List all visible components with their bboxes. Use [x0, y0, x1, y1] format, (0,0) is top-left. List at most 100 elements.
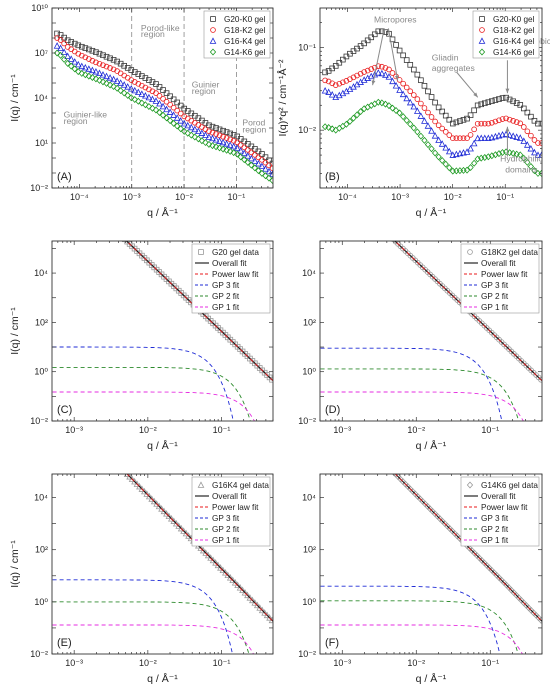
x-tick-label: 10⁻²: [407, 658, 425, 668]
gp1-fit-line: [52, 624, 255, 654]
data-point: [371, 449, 376, 455]
data-point: [269, 165, 273, 171]
data-point: [510, 149, 517, 157]
data-point: [226, 141, 234, 148]
data-point: [227, 147, 234, 155]
data-point: [431, 149, 439, 157]
data-point: [499, 131, 506, 138]
data-point: [131, 477, 138, 485]
data-point: [414, 71, 421, 78]
data-point: [414, 96, 421, 102]
y-tick-label: 10²: [303, 317, 316, 327]
data-point: [241, 156, 248, 164]
data-point: [418, 77, 424, 84]
legend-item: GP 3 fit: [195, 514, 240, 523]
plot-area: [320, 434, 542, 654]
x-tick-label: 10⁻¹: [213, 658, 231, 668]
data-point: [128, 94, 135, 102]
data-point: [424, 122, 432, 129]
data-point: [103, 53, 110, 60]
y-tick-label: 10²: [35, 317, 48, 327]
data-point: [417, 132, 425, 140]
data-point: [73, 419, 78, 424]
data-point: [184, 121, 192, 129]
data-point: [255, 167, 262, 175]
gp1-fit-line: [320, 391, 524, 421]
data-point: [81, 63, 89, 71]
data-point: [103, 79, 110, 87]
data-point: [467, 164, 474, 172]
data-point: [339, 122, 346, 130]
data-point: [510, 118, 516, 124]
data-point: [251, 157, 259, 164]
data-point: [121, 72, 127, 79]
annotation: region: [192, 86, 216, 96]
data-point: [213, 125, 219, 131]
data-point: [373, 220, 378, 225]
data-point: [506, 116, 513, 123]
data-point: [163, 98, 170, 105]
y-tick-label: 10⁴: [302, 268, 316, 278]
data-point: [478, 101, 485, 108]
data-point: [247, 154, 255, 162]
gp3-fit-line: [52, 346, 234, 421]
data-point: [240, 149, 248, 157]
data-point: [53, 42, 61, 49]
data-point: [255, 159, 262, 167]
data-point: [113, 84, 121, 92]
y-tick-label: 10⁻²: [30, 183, 48, 193]
data-point: [136, 482, 143, 490]
annotation: Hydrophilic: [500, 153, 543, 163]
data-point: [98, 213, 103, 218]
annotation: region: [141, 29, 165, 39]
data-point: [195, 135, 202, 143]
legend-label: Power law fit: [212, 270, 259, 279]
data-point: [356, 434, 361, 440]
data-point: [146, 77, 152, 83]
data-point: [531, 137, 538, 143]
data-point: [117, 79, 125, 86]
gp2-fit-line: [52, 366, 251, 421]
legend-label: Overall fit: [212, 259, 247, 268]
data-point: [88, 204, 93, 209]
gp2-fit-line: [52, 601, 250, 654]
data-point: [414, 128, 421, 136]
plot-area: [52, 204, 273, 421]
data-point: [170, 104, 177, 111]
data-point: [222, 569, 229, 576]
legend-marker: [478, 48, 486, 56]
data-point: [470, 159, 478, 167]
data-point: [177, 117, 185, 124]
data-point: [268, 616, 273, 624]
data-point: [354, 202, 359, 207]
legend-item: G20 gel data: [198, 248, 259, 257]
data-point: [266, 162, 272, 169]
gp3-fit-line: [320, 347, 503, 421]
legend-label: GP 3 fit: [212, 514, 240, 523]
data-point: [53, 49, 61, 57]
data-point: [467, 144, 474, 152]
data-point: [368, 34, 375, 41]
data-point: [262, 165, 269, 172]
data-point: [431, 132, 439, 139]
x-axis-label: q / Å⁻¹: [147, 672, 178, 685]
data-point: [403, 94, 411, 102]
legend-label: Overall fit: [481, 492, 516, 501]
data-point: [496, 96, 502, 102]
data-point: [453, 119, 460, 126]
data-point: [376, 223, 381, 228]
legend-item: GP 2 fit: [195, 525, 240, 534]
data-point: [108, 223, 113, 228]
data-point: [159, 111, 167, 119]
data-point: [513, 119, 520, 125]
data-point: [103, 63, 110, 70]
data-point: [177, 524, 185, 532]
data-point: [78, 52, 85, 59]
x-tick-label: 10⁻³: [65, 658, 83, 668]
data-point: [216, 137, 223, 144]
data-point: [217, 564, 224, 571]
data-point: [488, 152, 496, 160]
data-point: [237, 153, 244, 161]
data-point: [117, 70, 124, 77]
data-point: [103, 218, 108, 223]
